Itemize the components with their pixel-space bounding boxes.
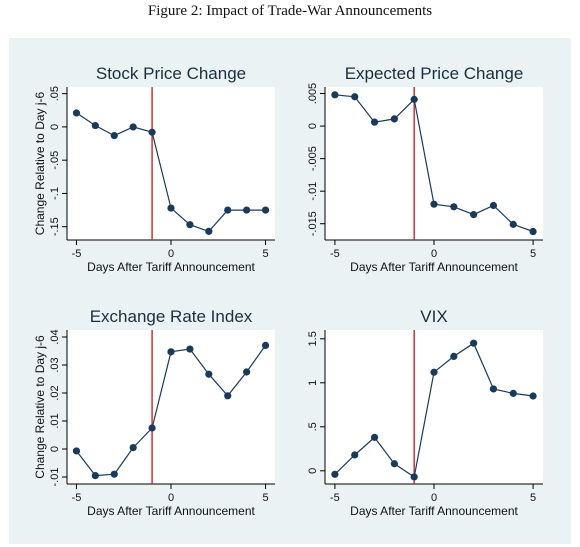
- chart-3-data-point: [110, 470, 118, 478]
- chart-3-plot-area: [67, 330, 275, 484]
- chart-3-x-tick-label: -5: [72, 492, 82, 504]
- chart-1-x-axis-title: Days After Tariff Announcement: [87, 260, 255, 274]
- chart-2-data-point: [489, 201, 498, 210]
- chart-4-data-point: [351, 451, 359, 459]
- chart-2-y-tick-label: .005: [307, 83, 319, 104]
- chart-3-y-axis-title: Change Relative to Day j-6: [33, 335, 47, 479]
- chart-1-y-tick-label: -.1: [49, 187, 61, 200]
- chart-1-y-tick-label: 0: [49, 124, 61, 130]
- chart-3-data-point: [129, 444, 137, 452]
- chart-2-data-point: [410, 95, 418, 103]
- chart-1-y-tick-label: -.15: [49, 217, 61, 236]
- chart-3-data-point: [148, 424, 156, 432]
- chart-3-data-point: [186, 345, 194, 353]
- chart-4-x-tick-label: -5: [330, 492, 340, 504]
- chart-3-data-point: [72, 447, 81, 455]
- chart-2-data-point: [351, 93, 359, 101]
- chart-1-y-axis-title: Change Relative to Day j-6: [33, 91, 47, 235]
- chart-3-y-tick-label: .02: [49, 385, 61, 400]
- chart-4-x-axis-title: Days After Tariff Announcement: [350, 504, 518, 518]
- chart-4-y-tick-label: 1.5: [307, 331, 319, 346]
- chart-2-data-point: [509, 220, 517, 228]
- chart-3-y-tick-label: .04: [49, 329, 61, 344]
- chart-4-x-tick-label: 0: [431, 492, 437, 504]
- chart-1-data-point: [224, 206, 232, 214]
- chart-3-data-point: [261, 341, 270, 349]
- chart-1-data-point: [261, 206, 270, 214]
- chart-1-data-point: [110, 131, 118, 140]
- chart-4-y-tick-label: 0: [307, 468, 319, 474]
- chart-3-data-point: [224, 392, 232, 400]
- figure-caption: Figure 2: Impact of Trade-War Announceme…: [147, 3, 433, 19]
- chart-1-x-tick-label: -5: [72, 248, 82, 260]
- chart-3-y-tick-label: .03: [49, 357, 61, 372]
- chart-2-x-tick-label: 0: [431, 248, 437, 260]
- chart-3-y-tick-label: -.01: [49, 468, 61, 487]
- chart-2-y-tick-label: -.015: [307, 211, 319, 236]
- chart-2-x-tick-label: -5: [330, 248, 340, 260]
- chart-3-data-point: [205, 370, 213, 378]
- chart-3-x-tick-label: 0: [168, 492, 174, 504]
- chart-3-data-point: [91, 472, 99, 480]
- chart-2-y-tick-label: -.01: [307, 182, 319, 201]
- chart-2-data-point: [430, 200, 438, 208]
- chart-2-y-tick-label: 0: [307, 123, 319, 129]
- chart-2-data-point: [370, 118, 379, 126]
- chart-4-data-point: [390, 460, 398, 468]
- chart-2-data-point: [331, 91, 339, 99]
- chart-4-x-tick-label: 5: [530, 492, 536, 504]
- chart-4-y-tick-label: .5: [307, 422, 319, 431]
- chart-3-x-tick-label: 5: [262, 492, 268, 504]
- chart-4-title: VIX: [420, 307, 447, 326]
- chart-3-data-point: [167, 348, 175, 356]
- chart-1-y-tick-label: .05: [49, 86, 61, 101]
- chart-1-data-point: [205, 227, 213, 235]
- chart-1-title: Stock Price Change: [96, 64, 246, 83]
- chart-4-data-point: [529, 392, 537, 400]
- chart-1-x-tick-label: 0: [168, 248, 174, 260]
- chart-4-y-tick-label: 1: [307, 380, 319, 386]
- chart-1-data-point: [186, 221, 194, 229]
- chart-2-data-point: [470, 211, 478, 219]
- chart-1-plot-area: [67, 87, 275, 240]
- chart-1-data-point: [72, 109, 81, 117]
- chart-1-x-tick-label: 5: [262, 248, 268, 260]
- chart-3-y-tick-label: 0: [49, 446, 61, 452]
- chart-2-x-tick-label: 5: [530, 248, 536, 260]
- chart-4-data-point: [430, 368, 438, 376]
- chart-4-data-point: [509, 389, 517, 397]
- chart-2-title: Expected Price Change: [345, 64, 524, 83]
- chart-3-title: Exchange Rate Index: [90, 307, 253, 326]
- chart-2-x-axis-title: Days After Tariff Announcement: [350, 260, 518, 274]
- chart-1-data-point: [167, 204, 175, 212]
- chart-4-plot-area: [325, 330, 543, 484]
- chart-4-data-point: [331, 470, 339, 478]
- chart-3-data-point: [243, 368, 251, 376]
- chart-1-data-point: [243, 206, 251, 214]
- chart-1-data-point: [91, 121, 99, 130]
- chart-2-plot-area: [325, 87, 543, 240]
- chart-4-data-point: [450, 352, 458, 360]
- chart-4-data-point: [470, 339, 478, 347]
- chart-4-data-point: [489, 385, 498, 393]
- chart-2-data-point: [450, 203, 458, 211]
- chart-4-data-point: [410, 473, 418, 481]
- chart-3-y-tick-label: .01: [49, 413, 61, 428]
- chart-1-data-point: [129, 123, 137, 131]
- chart-1-y-tick-label: -.05: [49, 151, 61, 170]
- chart-4-data-point: [370, 433, 379, 441]
- chart-2-y-tick-label: -.005: [307, 146, 319, 171]
- chart-1-data-point: [148, 128, 156, 136]
- chart-3-x-axis-title: Days After Tariff Announcement: [87, 504, 255, 518]
- chart-2-data-point: [529, 227, 537, 236]
- chart-2-data-point: [390, 115, 398, 123]
